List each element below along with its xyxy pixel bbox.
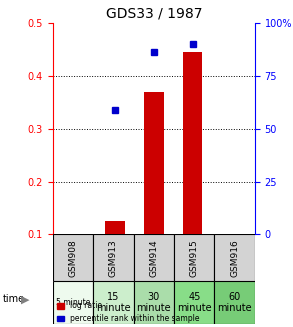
FancyBboxPatch shape bbox=[53, 234, 93, 282]
Text: GSM915: GSM915 bbox=[190, 239, 199, 277]
FancyBboxPatch shape bbox=[214, 234, 255, 282]
Text: time: time bbox=[3, 294, 25, 304]
FancyBboxPatch shape bbox=[93, 282, 134, 324]
FancyBboxPatch shape bbox=[214, 282, 255, 324]
Text: 30
minute: 30 minute bbox=[137, 292, 171, 313]
FancyBboxPatch shape bbox=[134, 234, 174, 282]
Text: GSM913: GSM913 bbox=[109, 239, 118, 277]
Bar bbox=[105, 221, 125, 234]
Text: GSM908: GSM908 bbox=[69, 239, 77, 277]
FancyBboxPatch shape bbox=[174, 282, 214, 324]
Text: 15
minute: 15 minute bbox=[96, 292, 131, 313]
Bar bbox=[183, 52, 202, 234]
FancyBboxPatch shape bbox=[53, 282, 93, 324]
Text: 60
minute: 60 minute bbox=[217, 292, 252, 313]
FancyBboxPatch shape bbox=[174, 234, 214, 282]
Text: ▶: ▶ bbox=[21, 294, 29, 304]
Bar bbox=[144, 92, 163, 234]
Text: GSM914: GSM914 bbox=[149, 239, 158, 277]
Text: 45
minute: 45 minute bbox=[177, 292, 212, 313]
Legend: log ratio, percentile rank within the sample: log ratio, percentile rank within the sa… bbox=[57, 301, 200, 323]
Text: 5 minute: 5 minute bbox=[56, 298, 90, 307]
FancyBboxPatch shape bbox=[134, 282, 174, 324]
FancyBboxPatch shape bbox=[93, 234, 134, 282]
Title: GDS33 / 1987: GDS33 / 1987 bbox=[105, 6, 202, 20]
Text: GSM916: GSM916 bbox=[230, 239, 239, 277]
